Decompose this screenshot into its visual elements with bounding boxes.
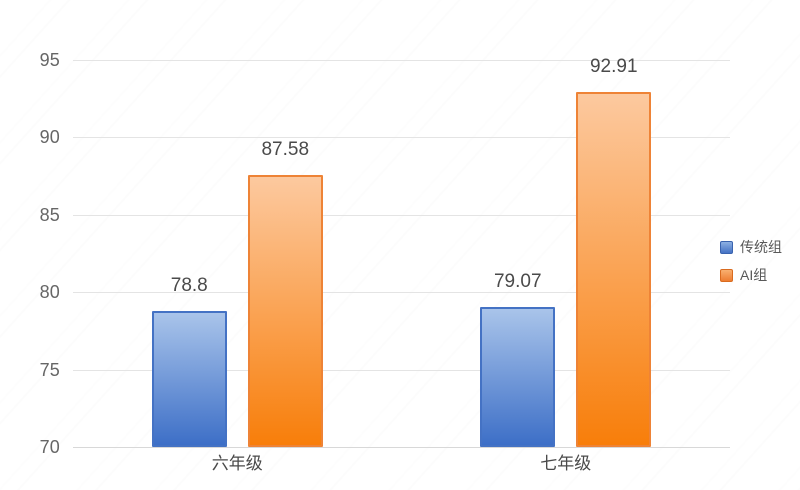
legend-label: 传统组: [740, 239, 782, 255]
bar-AI组-六年级: [247, 174, 323, 447]
y-axis-tick-label: 80: [39, 282, 60, 303]
bar-value-label: 79.07: [493, 270, 542, 292]
chart-legend: 传统组 AI组: [720, 233, 782, 289]
bar-value-label: 92.91: [589, 56, 638, 78]
x-axis-category-label: 六年级: [211, 454, 263, 473]
y-axis-tick-label: 75: [39, 359, 60, 380]
legend-swatch: [720, 268, 733, 282]
bar-value-label: 87.58: [261, 138, 310, 160]
legend-swatch: [720, 240, 733, 254]
bar-AI组-七年级: [576, 92, 652, 447]
legend-label: AI组: [740, 267, 768, 283]
y-axis-tick-label: 90: [39, 127, 60, 148]
legend-item-传统组: 传统组: [720, 233, 782, 261]
bar-传统组-六年级: [151, 310, 227, 447]
bar-传统组-七年级: [480, 306, 556, 447]
y-axis-tick-label: 70: [39, 437, 60, 457]
legend-item-AI组: AI组: [720, 261, 782, 289]
bar-value-label: 78.8: [170, 274, 208, 296]
y-axis-tick-label: 95: [39, 50, 60, 70]
y-axis-tick-label: 85: [39, 204, 60, 225]
x-axis-line: [73, 447, 730, 448]
x-axis-category-label: 七年级: [540, 454, 592, 473]
